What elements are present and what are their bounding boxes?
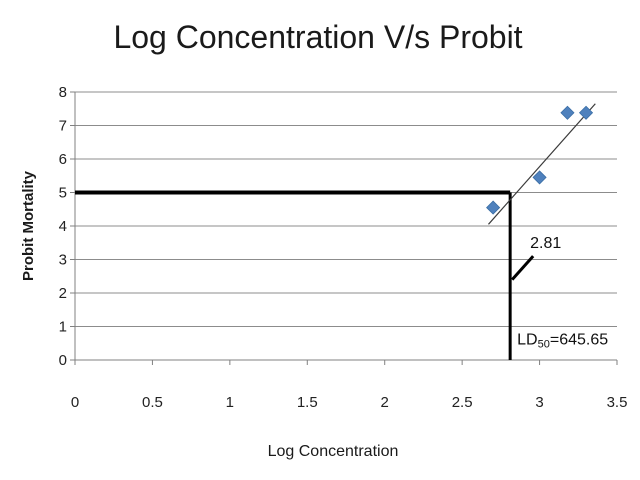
y-tick-label: 2: [59, 285, 67, 302]
gridlines: [75, 91, 617, 327]
trendline-line: [488, 103, 596, 225]
x-tick-label: 1.5: [297, 394, 318, 411]
x-tick-label: 0.5: [142, 394, 163, 411]
y-tick-label: 8: [59, 84, 67, 101]
y-tick-label: 3: [59, 252, 67, 269]
x-tick-label: 2.5: [452, 394, 473, 411]
y-tick-label: 1: [59, 319, 67, 336]
trendline: [488, 103, 596, 225]
tick-labels: 0 0.5 1 1.5 2 2.5 3 3.5 0 1 2 3 4 5 6 7 8: [59, 84, 628, 411]
chart-title: Log Concentration V/s Probit: [113, 19, 522, 55]
x-axis-label: Log Concentration: [268, 443, 399, 460]
axes: [70, 91, 618, 365]
data-point: [560, 105, 575, 120]
ld50-label: LD50=645.65: [517, 331, 608, 350]
y-tick-label: 6: [59, 151, 67, 168]
x-intercept-pointer: [511, 255, 535, 281]
y-tick-label: 0: [59, 352, 67, 369]
annotations: 2.81 LD50=645.65: [511, 235, 608, 350]
x-tick-label: 3.5: [607, 394, 628, 411]
data-point: [486, 200, 501, 215]
x-tick-label: 3: [535, 394, 543, 411]
y-tick-label: 4: [59, 218, 67, 235]
data-point: [532, 170, 547, 185]
x-tick-label: 1: [226, 394, 234, 411]
y-tick-label: 5: [59, 185, 67, 202]
data-points: [486, 105, 594, 215]
x-tick-label: 0: [71, 394, 79, 411]
x-tick-label: 2: [381, 394, 389, 411]
reference-lines: [75, 190, 512, 360]
y-tick-label: 7: [59, 118, 67, 135]
x-intercept-label: 2.81: [530, 235, 561, 252]
y-axis-label: Probit Mortality: [20, 170, 37, 281]
data-point: [578, 105, 594, 120]
